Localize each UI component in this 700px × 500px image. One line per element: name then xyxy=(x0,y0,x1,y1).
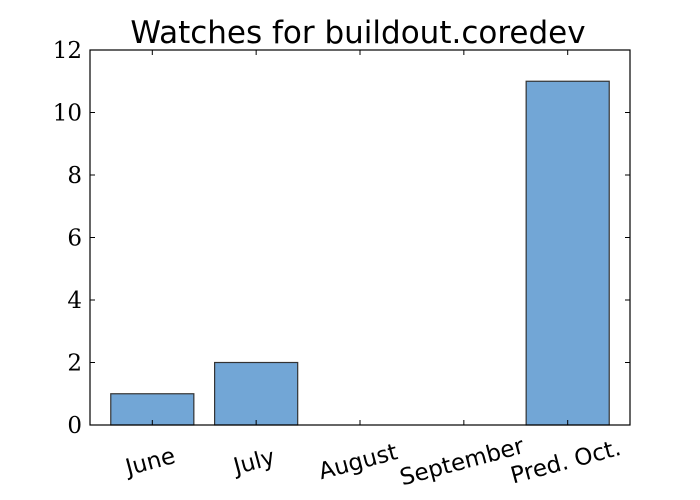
bar-pred-oct xyxy=(525,80,610,426)
y-tick-label: 10 xyxy=(53,101,82,127)
x-tick-label: June xyxy=(121,443,178,482)
y-tick-label: 4 xyxy=(67,288,82,314)
y-axis-labels: 0 2 4 6 8 10 12 xyxy=(53,38,82,439)
bar-july xyxy=(214,361,299,426)
bars-group xyxy=(110,80,610,426)
x-tick-label: Pred. Oct. xyxy=(508,435,624,489)
plot-frame xyxy=(89,49,631,426)
bar-june xyxy=(110,393,195,426)
x-tick-label: September xyxy=(397,433,527,491)
y-tick-label: 0 xyxy=(67,413,82,439)
y-tick-label: 8 xyxy=(67,163,82,189)
chart-title: Watches for buildout.coredev xyxy=(130,15,585,51)
y-tick-label: 6 xyxy=(67,226,82,252)
x-tick-label: July xyxy=(229,444,278,480)
y-tick-label: 12 xyxy=(53,38,82,64)
x-tick-label: August xyxy=(316,439,400,485)
y-tick-label: 2 xyxy=(67,351,82,377)
